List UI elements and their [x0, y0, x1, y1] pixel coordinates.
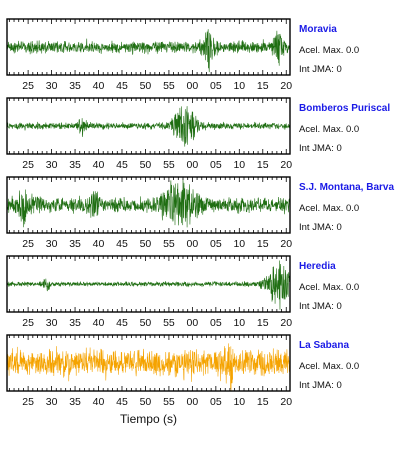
- x-tick-label: 25: [22, 80, 34, 92]
- x-tick-label: 45: [116, 159, 128, 171]
- x-tick-label: 10: [233, 80, 245, 92]
- jma-intensity-label: Int JMA: 0: [299, 301, 342, 312]
- max-acceleration-label: Acel. Max. 0.0: [299, 282, 359, 293]
- plot-frame: [6, 18, 291, 76]
- x-axis-title: Tiempo (s): [120, 412, 177, 426]
- x-tick-label: 45: [116, 238, 128, 250]
- x-tick-label: 45: [116, 80, 128, 92]
- x-tick-label: 10: [233, 159, 245, 171]
- x-tick-label: 30: [46, 238, 58, 250]
- x-tick-label: 30: [46, 80, 58, 92]
- x-tick-label: 10: [233, 238, 245, 250]
- x-tick-label: 50: [140, 317, 152, 329]
- x-tick-label: 10: [233, 317, 245, 329]
- x-tick-label: 45: [116, 396, 128, 408]
- x-tick-label: 05: [210, 80, 222, 92]
- station-name: Heredia: [299, 261, 336, 272]
- x-tick-label: 35: [69, 396, 81, 408]
- plot-frame: [6, 97, 291, 155]
- x-tick-label: 05: [210, 159, 222, 171]
- x-tick-label: 30: [46, 396, 58, 408]
- x-tick-label: 10: [233, 396, 245, 408]
- seismogram-panel-3: 25 30 35 40 45 50 55 00 05 10 15 20 S.J. Montana, Ba…: [6, 176, 394, 250]
- x-tick-label: 05: [210, 396, 222, 408]
- x-tick-label: 05: [210, 238, 222, 250]
- x-tick-label: 55: [163, 238, 175, 250]
- x-tick-label: 40: [93, 238, 105, 250]
- seismogram-panel-5: 25 30 35 40 45 50 55 00 05 10 15 20 La Sabana Acel. M…: [6, 334, 359, 426]
- x-tick-label: 25: [22, 238, 34, 250]
- x-tick-label: 25: [22, 317, 34, 329]
- x-tick-label: 20: [280, 80, 292, 92]
- waveform-trace: [7, 29, 290, 73]
- x-tick-label: 20: [280, 238, 292, 250]
- station-name: Bomberos Puriscal: [299, 103, 390, 114]
- x-tick-label: 15: [257, 396, 269, 408]
- x-tick-label: 00: [187, 238, 199, 250]
- x-tick-label: 15: [257, 80, 269, 92]
- x-tick-label: 50: [140, 238, 152, 250]
- max-acceleration-label: Acel. Max. 0.0: [299, 203, 359, 214]
- x-tick-label: 00: [187, 80, 199, 92]
- x-tick-label: 15: [257, 159, 269, 171]
- x-tick-label: 00: [187, 396, 199, 408]
- x-tick-label: 40: [93, 317, 105, 329]
- x-tick-label: 35: [69, 80, 81, 92]
- jma-intensity-label: Int JMA: 0: [299, 222, 342, 233]
- seismogram-panel-2: 25 30 35 40 45 50 55 00 05 10 15 20 Bomberos Purisca…: [6, 97, 390, 171]
- waveform-trace: [7, 106, 290, 147]
- plot-frame: [6, 255, 291, 313]
- max-acceleration-label: Acel. Max. 0.0: [299, 361, 359, 372]
- x-tick-label: 50: [140, 159, 152, 171]
- x-tick-label: 45: [116, 317, 128, 329]
- x-tick-label: 15: [257, 317, 269, 329]
- station-name: La Sabana: [299, 340, 349, 351]
- x-tick-label: 35: [69, 159, 81, 171]
- x-tick-label: 15: [257, 238, 269, 250]
- x-tick-label: 55: [163, 159, 175, 171]
- max-acceleration-label: Acel. Max. 0.0: [299, 45, 359, 56]
- x-tick-label: 55: [163, 317, 175, 329]
- seismogram-panel-4: 25 30 35 40 45 50 55 00 05 10 15 20 Heredia Acel. Max…: [6, 255, 359, 329]
- x-tick-label: 40: [93, 80, 105, 92]
- station-name: Moravia: [299, 24, 337, 35]
- x-tick-label: 05: [210, 317, 222, 329]
- station-name: S.J. Montana, Barva: [299, 182, 394, 193]
- x-tick-label: 30: [46, 317, 58, 329]
- x-tick-label: 25: [22, 159, 34, 171]
- waveform-trace: [7, 179, 290, 228]
- max-acceleration-label: Acel. Max. 0.0: [299, 124, 359, 135]
- seismogram-panel-1: 25 30 35 40 45 50 55 00 05 10 15 20 Moravia Acel. Max…: [6, 18, 359, 92]
- jma-intensity-label: Int JMA: 0: [299, 64, 342, 75]
- x-tick-label: 55: [163, 396, 175, 408]
- x-tick-label: 20: [280, 396, 292, 408]
- jma-intensity-label: Int JMA: 0: [299, 143, 342, 154]
- jma-intensity-label: Int JMA: 0: [299, 380, 342, 391]
- x-tick-label: 00: [187, 317, 199, 329]
- waveform-trace: [7, 343, 290, 391]
- x-tick-label: 40: [93, 159, 105, 171]
- x-tick-label: 20: [280, 317, 292, 329]
- plot-frame: [6, 176, 291, 234]
- x-tick-label: 40: [93, 396, 105, 408]
- x-tick-label: 55: [163, 80, 175, 92]
- x-tick-label: 35: [69, 317, 81, 329]
- x-tick-label: 20: [280, 159, 292, 171]
- x-tick-label: 50: [140, 396, 152, 408]
- x-tick-label: 35: [69, 238, 81, 250]
- plot-frame: [6, 334, 291, 392]
- waveform-trace: [7, 260, 290, 310]
- x-tick-label: 50: [140, 80, 152, 92]
- x-tick-label: 30: [46, 159, 58, 171]
- x-tick-label: 00: [187, 159, 199, 171]
- x-tick-label: 25: [22, 396, 34, 408]
